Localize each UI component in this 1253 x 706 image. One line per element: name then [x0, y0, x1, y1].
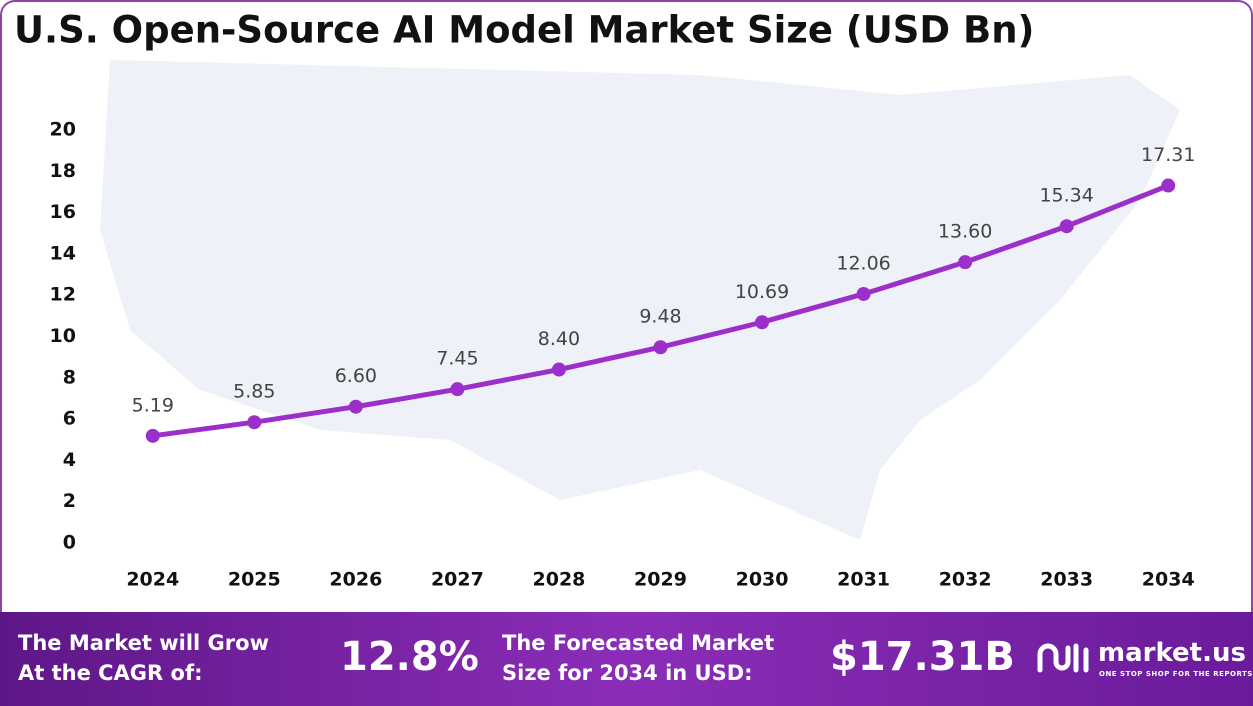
- y-tick-label: 6: [63, 408, 76, 430]
- cagr-value: 12.8%: [340, 634, 479, 680]
- value-label: 10.69: [735, 281, 789, 303]
- brand-logo: [1037, 643, 1089, 673]
- marker: [247, 415, 262, 430]
- x-tick-label: 2032: [939, 569, 992, 591]
- footer: The Market will Grow At the CAGR of: 12.…: [0, 612, 1253, 706]
- marker: [450, 382, 465, 397]
- value-label: 17.31: [1141, 144, 1195, 166]
- marker: [958, 255, 973, 270]
- y-tick-label: 12: [50, 284, 76, 306]
- x-tick-label: 2028: [533, 569, 586, 591]
- forecast-text: The Forecasted Market Size for 2034 in U…: [502, 628, 774, 688]
- value-label: 6.60: [335, 365, 377, 387]
- marker: [1059, 219, 1074, 234]
- x-tick-label: 2034: [1142, 569, 1195, 591]
- y-tick-label: 4: [63, 449, 76, 471]
- marker: [145, 428, 160, 443]
- value-label: 15.34: [1039, 185, 1093, 207]
- cagr-line: The Market will Grow: [18, 631, 269, 655]
- forecast-line: Size for 2034 in USD:: [502, 661, 753, 685]
- value-label: 5.85: [233, 381, 275, 403]
- marker: [1161, 178, 1176, 193]
- x-tick-label: 2031: [837, 569, 890, 591]
- chart: U.S. Open-Source AI Model Market Size (U…: [0, 0, 1253, 642]
- cagr-line: At the CAGR of:: [18, 661, 203, 685]
- x-tick-label: 2025: [228, 569, 281, 591]
- map-background: [100, 60, 1180, 540]
- x-tick-label: 2029: [634, 569, 687, 591]
- value-label: 9.48: [639, 306, 681, 328]
- y-tick-label: 10: [50, 325, 76, 347]
- marker: [856, 286, 871, 301]
- value-label: 12.06: [836, 252, 890, 274]
- chart-title: U.S. Open-Source AI Model Market Size (U…: [14, 9, 1034, 52]
- value-label: 8.40: [538, 328, 580, 350]
- y-tick-label: 14: [50, 242, 76, 264]
- forecast-line: The Forecasted Market: [502, 631, 775, 655]
- x-tick-label: 2027: [431, 569, 484, 591]
- y-tick-label: 2: [63, 490, 76, 512]
- brand: market.us: [1098, 638, 1246, 668]
- marker: [551, 362, 566, 377]
- value-label: 13.60: [938, 221, 992, 243]
- y-tick-label: 20: [50, 119, 76, 141]
- marker: [348, 399, 363, 414]
- y-tick-label: 16: [50, 201, 76, 223]
- x-tick-label: 2026: [329, 569, 382, 591]
- x-tick-label: 2033: [1040, 569, 1093, 591]
- y-tick-label: 0: [63, 532, 76, 554]
- marker: [755, 315, 770, 330]
- value-label: 5.19: [132, 394, 174, 416]
- cagr-text: The Market will Grow At the CAGR of:: [18, 628, 269, 688]
- marker: [653, 340, 668, 355]
- value-label: 7.45: [436, 348, 478, 370]
- y-tick-label: 8: [63, 366, 76, 388]
- y-tick-label: 18: [50, 160, 76, 182]
- x-tick-label: 2030: [736, 569, 789, 591]
- forecast-value: $17.31B: [830, 634, 1015, 680]
- tagline: ONE STOP SHOP FOR THE REPORTS: [1099, 670, 1253, 678]
- x-tick-label: 2024: [126, 569, 179, 591]
